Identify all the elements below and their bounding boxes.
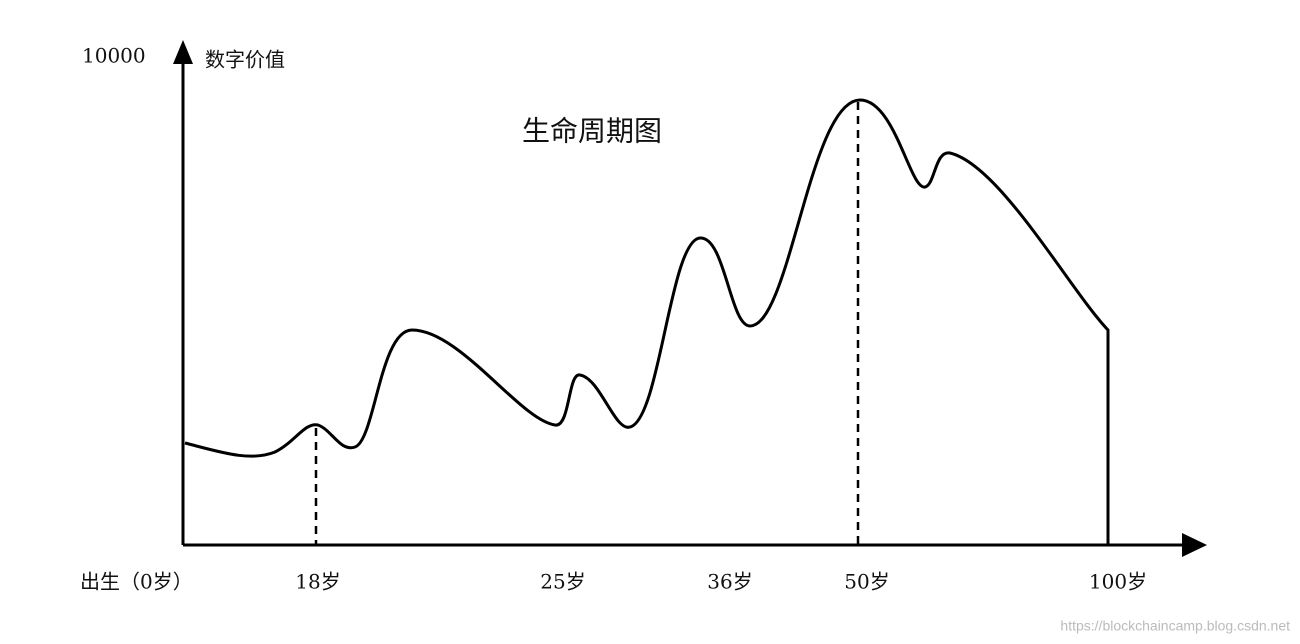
y-max-label: 10000 (82, 44, 146, 68)
y-axis-title: 数字价值 (205, 48, 285, 72)
x-label: 50岁 (844, 570, 889, 594)
life-curve (184, 98, 1110, 545)
x-label: 36岁 (707, 570, 752, 594)
watermark: https://blockchaincamp.blog.csdn.net (1060, 618, 1290, 634)
x-label: 出生（0岁） (80, 570, 193, 594)
x-label: 100岁 (1089, 570, 1147, 594)
x-label: 25岁 (540, 570, 585, 594)
x-arrow (1182, 533, 1207, 557)
y-arrow (173, 40, 193, 64)
x-label: 18岁 (295, 570, 340, 594)
diagram-title: 生命周期图 (522, 115, 662, 148)
